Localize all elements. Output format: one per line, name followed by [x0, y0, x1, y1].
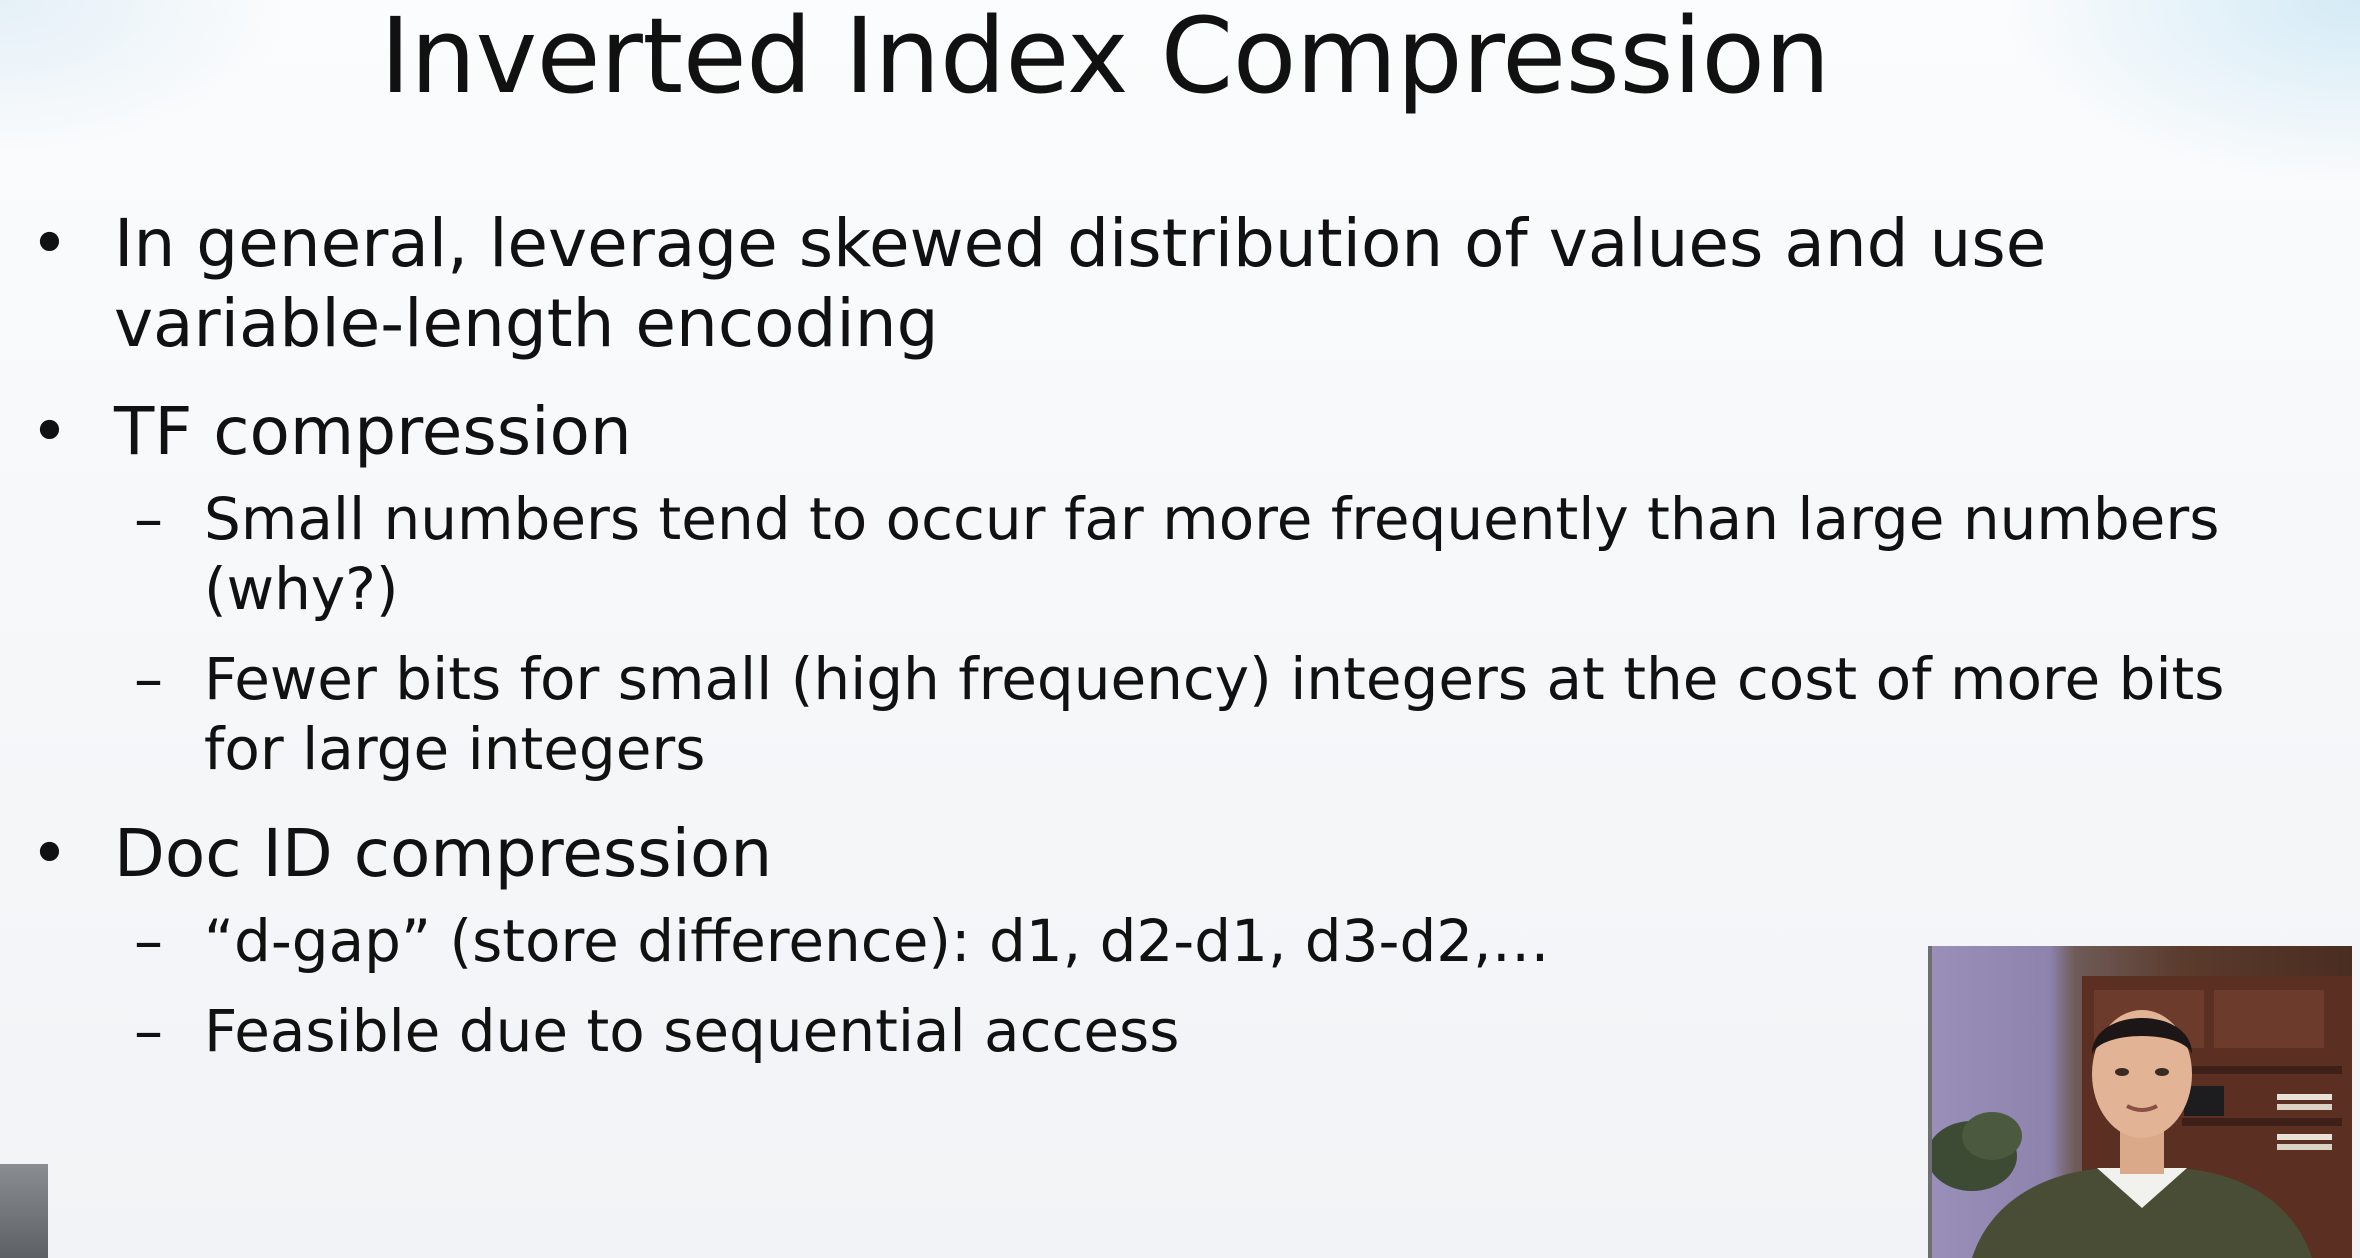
- bullet-text-line: In general, leverage skewed distribution…: [114, 205, 2047, 282]
- sub-bullet-marker: –: [134, 485, 163, 553]
- sub-bullet-item: – “d-gap” (store difference): d1, d2-d1,…: [30, 906, 2320, 976]
- sub-bullet-list: – “d-gap” (store difference): d1, d2-d1,…: [114, 906, 2320, 1066]
- bullet-item: • TF compression – Small numbers tend to…: [30, 392, 2320, 784]
- sub-bullet-list: – Small numbers tend to occur far more f…: [114, 484, 2320, 784]
- bullet-marker: •: [30, 393, 69, 470]
- presenter-video-image: [1932, 976, 2352, 1258]
- bullet-item: • In general, leverage skewed distributi…: [30, 204, 2320, 364]
- sub-bullet-text-line: Feasible due to sequential access: [204, 997, 1180, 1065]
- sub-bullet-marker: –: [134, 997, 163, 1065]
- slide-title: Inverted Index Compression: [380, 0, 1830, 117]
- bullet-text: Doc ID compression: [114, 815, 773, 892]
- sub-bullet-marker: –: [134, 645, 163, 713]
- bullet-text: TF compression: [114, 393, 632, 470]
- sub-bullet-text-line: (why?): [204, 555, 399, 623]
- sub-bullet-text-line: Small numbers tend to occur far more fre…: [204, 485, 2220, 553]
- sub-bullet-text-line: “d-gap” (store difference): d1, d2-d1, d…: [204, 907, 1550, 975]
- corner-logo-fragment: [0, 1164, 48, 1258]
- sub-bullet-item: – Small numbers tend to occur far more f…: [30, 484, 2320, 624]
- sub-bullet-item: – Fewer bits for small (high frequency) …: [30, 644, 2320, 784]
- sub-bullet-text-line: Fewer bits for small (high frequency) in…: [204, 645, 2225, 713]
- sub-bullet-text-line: for large integers: [204, 715, 706, 783]
- bullet-text-line: variable-length encoding: [114, 285, 939, 362]
- presenter-video: [1928, 946, 2352, 1258]
- bullet-marker: •: [30, 815, 69, 892]
- bullet-list: • In general, leverage skewed distributi…: [30, 204, 2320, 1066]
- bullet-marker: •: [30, 205, 69, 282]
- sub-bullet-item: – Feasible due to sequential access: [30, 996, 2320, 1066]
- bullet-item: • Doc ID compression – “d-gap” (store di…: [30, 814, 2320, 1066]
- sub-bullet-marker: –: [134, 907, 163, 975]
